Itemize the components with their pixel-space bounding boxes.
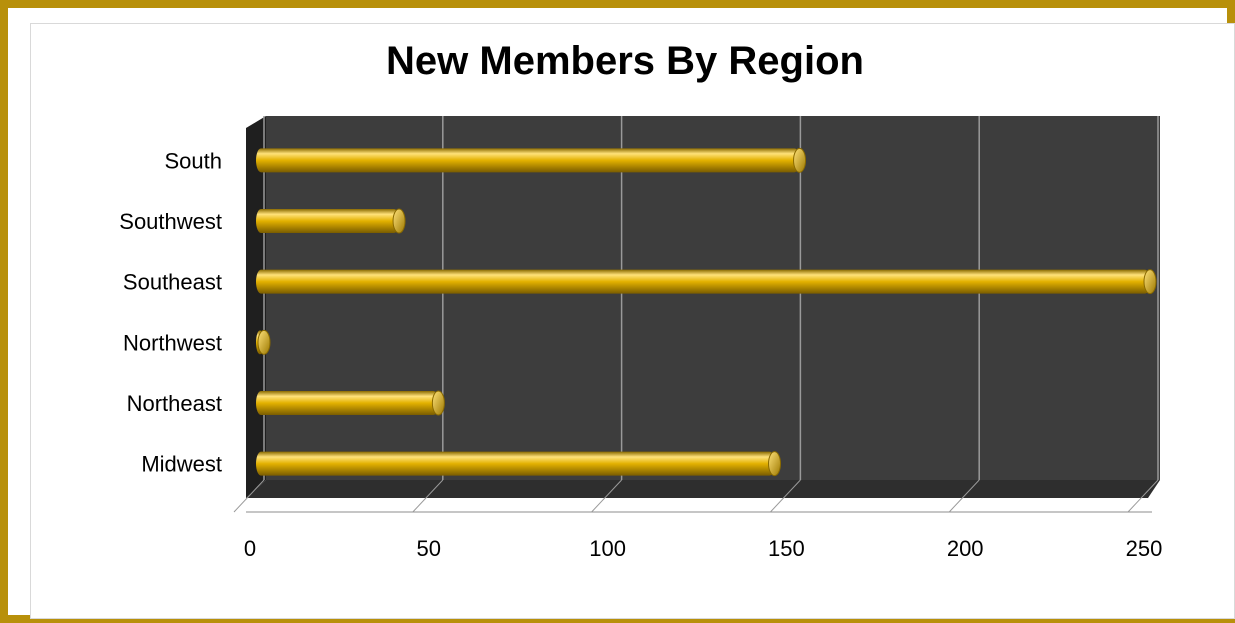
gridline-floor [591, 479, 622, 513]
plot-side-wall [246, 116, 266, 498]
y-category-label: Northwest [123, 330, 222, 355]
bar-midwest[interactable] [256, 451, 775, 476]
x-tick-label: 100 [589, 536, 626, 561]
bar-southwest[interactable] [256, 209, 400, 233]
gridline-floor [770, 479, 801, 513]
bar-cap-northeast [431, 390, 445, 416]
gridline-floor [233, 479, 265, 513]
x-tick-label: 250 [1126, 536, 1163, 561]
gridline-floor [412, 479, 444, 513]
gridline-floor [948, 479, 980, 513]
bar-cap-southwest [392, 208, 406, 234]
chart-title: New Members By Region [386, 39, 864, 83]
y-category-label: Northeast [127, 391, 222, 416]
plot-floor [246, 480, 1160, 498]
gridline-floor [1127, 479, 1159, 513]
bar-cap-northwest [257, 329, 271, 355]
bar-cap-southeast [1143, 269, 1157, 295]
x-tick-label: 200 [947, 536, 984, 561]
y-category-label: South [165, 148, 223, 173]
bar-cap-south [793, 147, 807, 173]
bar-south[interactable] [256, 148, 800, 173]
bar-cap-midwest [768, 451, 782, 477]
bar-northeast[interactable] [256, 391, 439, 415]
y-category-label: Southeast [123, 270, 222, 295]
y-category-label: Southwest [119, 209, 222, 234]
plot-back-wall [266, 116, 1160, 480]
y-category-label: Midwest [141, 452, 222, 477]
x-tick-label: 150 [768, 536, 805, 561]
x-tick-label: 50 [417, 536, 441, 561]
x-tick-label: 0 [244, 536, 256, 561]
bar-southeast[interactable] [256, 269, 1150, 294]
